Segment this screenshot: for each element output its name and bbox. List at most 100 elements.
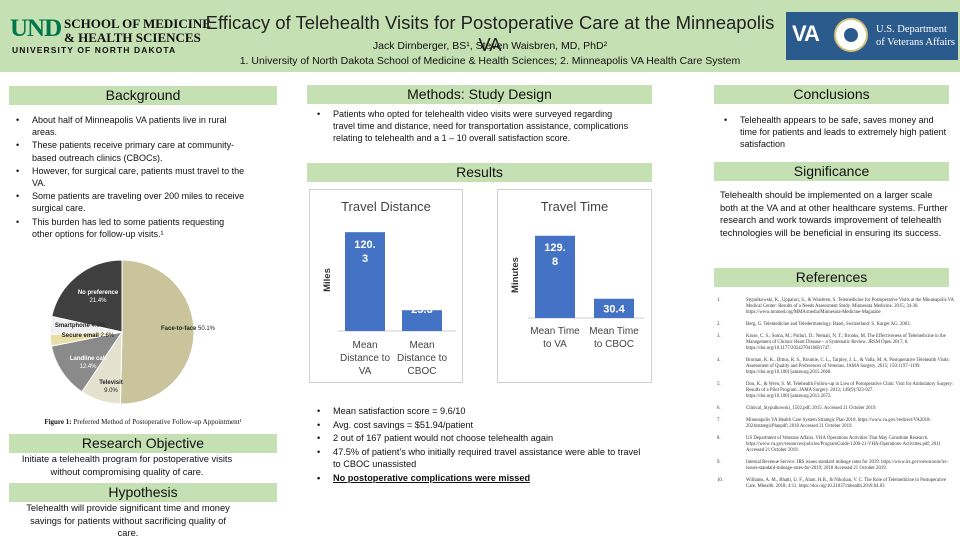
conclusions-list: Telehealth appears to be safe, saves mon… [718, 114, 950, 152]
background-item: These patients receive primary care at c… [10, 139, 246, 163]
reference-number: 4. [717, 358, 721, 363]
reference-text: Kruse, C. S.; Soma, M.; Pulluri, D.; Nem… [746, 334, 946, 351]
va-logo-line1: U.S. Department [876, 24, 947, 35]
methods-heading: Methods: Study Design [307, 85, 652, 104]
travel-time-title: Travel Time [540, 199, 609, 214]
reference-item: 1. Stypulkowski, K., Uppaluri, S., & Wais… [717, 298, 957, 316]
conclusions-item: Telehealth appears to be safe, saves mon… [718, 114, 950, 151]
va-seal-icon [834, 18, 868, 52]
va-logo-mark: VA [792, 21, 820, 46]
results-item: Mean satisfaction score = 9.6/10 [311, 405, 641, 418]
reference-item: 7. Minneapolis VA Health Care System Stra… [717, 418, 957, 430]
references-heading: References [714, 268, 949, 287]
hypothesis-text: Telehealth will provide significant time… [26, 503, 230, 538]
figure-caption-text: Preferred Method of Postoperative Follow… [71, 418, 242, 426]
reference-text: US Department of Veterans Affairs. VHA O… [746, 436, 941, 453]
significance-heading: Significance [714, 162, 949, 181]
time-category-label: Mean Time to CBOC [589, 326, 639, 350]
results-item: Avg. cost savings = $51.94/patient [311, 419, 641, 432]
reference-item: 5. Dou, K., & Wren, S. M. Telehealth Foll… [717, 382, 957, 400]
reference-item: 9. Internal Revenue Service. IRS issues s… [717, 460, 957, 472]
und-logo-line1: SCHOOL OF MEDICINE [64, 16, 211, 31]
time-category-label: Mean Time to VA [530, 326, 580, 350]
travel-distance-chart: Travel Distance Miles 120. 3 Mean Distance t… [309, 189, 463, 383]
distance-value-label: 120. 3 [354, 239, 375, 265]
time-value-label: 30.4 [603, 304, 625, 316]
und-logo-mark: UND [10, 15, 62, 42]
distance-y-axis-label: Miles [322, 268, 333, 292]
pie-data-label: Smartphone 4.0% [55, 323, 106, 329]
references-list: 1. Stypulkowski, K., Uppaluri, S., & Wais… [717, 298, 957, 496]
pie-data-label: Secure email 2.6% [62, 333, 115, 339]
results-item-emphasis: No postoperative complications were miss… [311, 472, 641, 485]
reference-item: 3. Kruse, C. S.; Soma, M.; Pulluri, D.; N… [717, 334, 957, 352]
results-item: 47.5% of patient’s who initially require… [311, 446, 641, 471]
poster-affiliations: 1. University of North Dakota School of … [239, 55, 741, 67]
figure-caption: Figure 1: Preferred Method of Postoperat… [12, 418, 274, 426]
distance-category-label: Mean Distance to VA [340, 340, 390, 377]
reference-text: Williams, A. M., Bhatti, U. F., Alam, H.… [746, 478, 947, 489]
reference-number: 2. [717, 322, 721, 327]
reference-number: 9. [717, 460, 721, 465]
results-heading: Results [307, 163, 652, 182]
pie-data-label: No preference 21.4% [78, 290, 119, 304]
reference-item: 4. Broman, K. K., Dittus, R. S., Roumie, … [717, 358, 957, 376]
pie-data-label: Televisit 9.0% [99, 380, 123, 394]
background-item: About half of Minneapolis VA patients li… [10, 114, 246, 138]
und-logo: UND SCHOOL OF MEDICINE & HEALTH SCIENCES… [10, 12, 211, 56]
poster-authors: Jack Dirnberger, BS¹, Steven Waisbren, M… [372, 40, 608, 52]
reference-text: Dou, K., & Wren, S. M. Telehealth Follow… [746, 382, 954, 399]
distance-value-label: 25.3 [411, 304, 432, 316]
methods-list: Patients who opted for telehealth video … [311, 108, 633, 146]
hypothesis-heading: Hypothesis [9, 483, 277, 502]
methods-item: Patients who opted for telehealth video … [311, 108, 633, 145]
pie-slice-no-preference [51, 259, 123, 333]
travel-time-chart: Travel Time Minutes 129. 8 Mean Time to VA 30… [497, 189, 652, 383]
pie-slice-face-to-face [119, 259, 195, 405]
background-item: This burden has led to some patients req… [10, 216, 246, 240]
reference-item: 6. Clinical_Stypulkowski_1502.pdf; 2015. … [717, 406, 957, 412]
reference-number: 7. [717, 418, 721, 423]
reference-text: Minneapolis VA Health Care System Strate… [746, 418, 932, 429]
poster-title: Efficacy of Telehealth Visits for Postop… [205, 12, 775, 55]
pie-data-label: Landline call 12.4% [70, 356, 107, 370]
reference-text: Stypulkowski, K., Uppaluri, S., & Waisbr… [746, 298, 954, 315]
distance-bar [402, 310, 442, 331]
results-list: Mean satisfaction score = 9.6/10 Avg. co… [311, 405, 641, 485]
va-logo: VA U.S. Department of Veterans Affairs [786, 12, 958, 60]
time-bar [535, 235, 575, 318]
pie-data-label: Face-to-face 50.1% [161, 326, 216, 332]
poster-header: UND SCHOOL OF MEDICINE & HEALTH SCIENCES… [0, 0, 960, 72]
background-heading: Background [9, 86, 277, 105]
und-logo-line3: UNIVERSITY OF NORTH DAKOTA [12, 45, 177, 55]
travel-time-plot: Minutes 129. 8 Mean Time to VA 30.4 Mean Time t… [510, 235, 644, 350]
background-item: Some patients are traveling over 200 mil… [10, 190, 246, 214]
time-value-label: 129. 8 [544, 242, 565, 268]
reference-number: 1. [717, 298, 721, 303]
reference-text: Internal Revenue Service. IRS issues sta… [746, 460, 948, 471]
background-list: About half of Minneapolis VA patients li… [10, 114, 246, 241]
reference-number: 3. [717, 334, 721, 339]
figure-caption-label: Figure 1: [44, 418, 72, 426]
reference-item: 2. Berg, G. Telemedicine and Teledermatol… [717, 322, 957, 328]
travel-distance-title: Travel Distance [341, 199, 431, 214]
reference-number: 8. [717, 436, 721, 441]
research-objective-heading: Research Objective [9, 434, 277, 453]
research-objective-text: Initiate a telehealth program for postop… [21, 454, 233, 477]
distance-bar [345, 232, 385, 331]
reference-number: 5. [717, 382, 721, 387]
reference-item: 8. US Department of Veterans Affairs. VHA… [717, 436, 957, 454]
reference-text: Berg, G. Telemedicine and Teledermatolog… [746, 322, 911, 327]
time-bar [594, 298, 634, 318]
travel-distance-plot: Miles 120. 3 Mean Distance to VA 25.3 Mean Dista… [322, 232, 456, 377]
reference-item: 10. Williams, A. M., Bhatti, U. F., Alam,… [717, 478, 957, 490]
reference-text: Clinical_Stypulkowski_1502.pdf; 2015. Ac… [746, 406, 877, 411]
reference-number: 6. [717, 406, 721, 411]
reference-text: Broman, K. K., Dittus, R. S., Roumie, C.… [746, 358, 950, 375]
results-item: 2 out of 167 patient would not choose te… [311, 432, 641, 445]
distance-category-label: Mean Distance to CBOC [397, 340, 447, 377]
background-item: However, for surgical care, patients mus… [10, 165, 246, 189]
reference-number: 10. [717, 478, 723, 483]
time-y-axis-label: Minutes [510, 257, 521, 293]
va-logo-line2: of Veterans Affairs [876, 37, 955, 48]
